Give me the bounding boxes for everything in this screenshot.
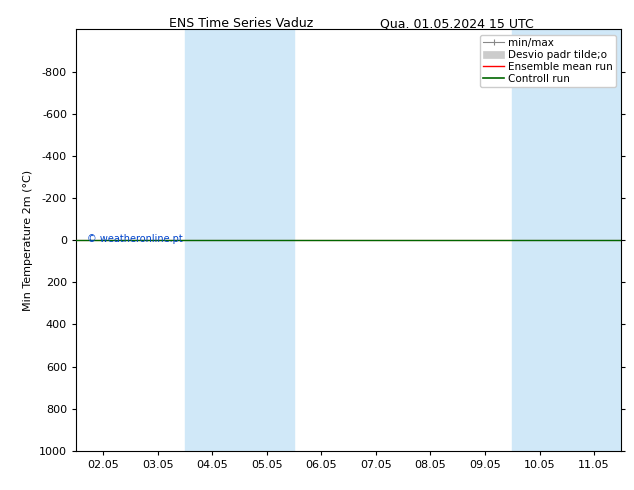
- Text: Qua. 01.05.2024 15 UTC: Qua. 01.05.2024 15 UTC: [380, 17, 533, 30]
- Text: © weatheronline.pt: © weatheronline.pt: [87, 234, 183, 244]
- Text: ENS Time Series Vaduz: ENS Time Series Vaduz: [169, 17, 313, 30]
- Bar: [512, 29, 621, 451]
- Bar: [185, 29, 294, 451]
- Y-axis label: Min Temperature 2m (°C): Min Temperature 2m (°C): [23, 170, 34, 311]
- Legend: min/max, Desvio padr tilde;o, Ensemble mean run, Controll run: min/max, Desvio padr tilde;o, Ensemble m…: [480, 35, 616, 87]
